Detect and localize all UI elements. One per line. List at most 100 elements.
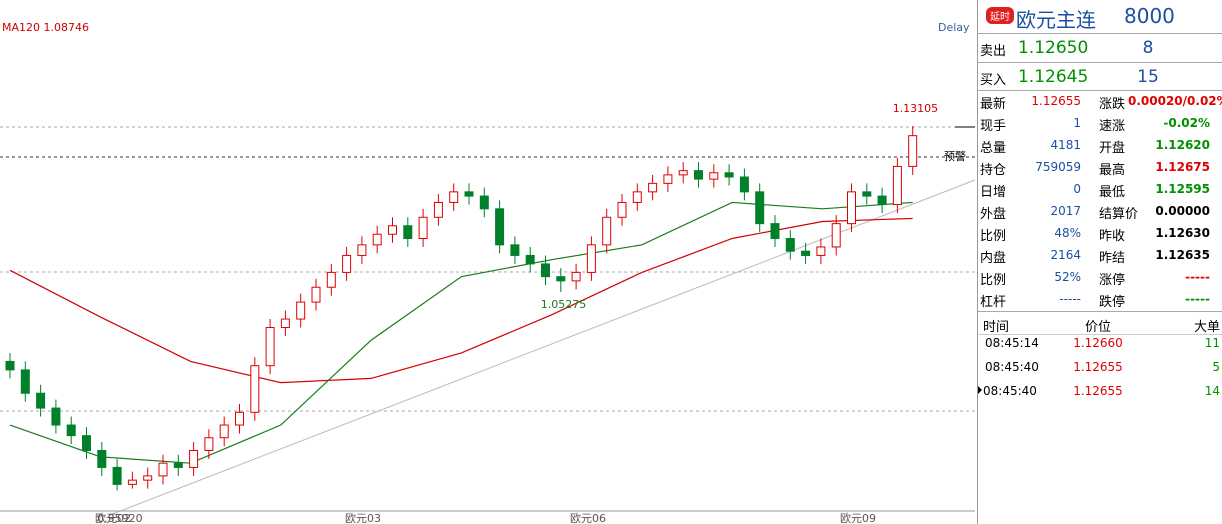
stat-value: 0.00020/0.02% (1128, 94, 1222, 108)
book-label: 卖出 (980, 44, 1007, 59)
stat-value: 2017 (1050, 204, 1081, 218)
candle-body (586, 244, 596, 273)
candle-body (97, 449, 107, 468)
trade-time: 08:45:14 (985, 336, 1039, 350)
ma-title: MA120 1.08746 (2, 21, 89, 34)
ma-line (9, 217, 913, 384)
stat-value: 1.12595 (1155, 182, 1210, 196)
separator (978, 90, 1222, 91)
candle-body (770, 223, 780, 239)
candle-body (326, 271, 336, 288)
candle-body (541, 263, 550, 278)
candle-body (342, 254, 352, 273)
candle-body (816, 246, 826, 256)
candle-body (127, 479, 137, 485)
candle-body (709, 172, 719, 180)
stat-value: -0.02% (1163, 116, 1210, 130)
trade-price: 1.12655 (1073, 384, 1123, 398)
trend-line (109, 179, 976, 516)
stat-value: 1.12635 (1155, 248, 1210, 262)
ma-line (9, 201, 913, 464)
candle-body (66, 424, 76, 437)
stat-value: 2164 (1050, 248, 1081, 262)
trade-price: 1.12660 (1073, 336, 1123, 350)
code: 8000 (1124, 4, 1175, 28)
alarm: 预警 (944, 149, 966, 163)
high-label: 1.13105 (893, 102, 939, 115)
stat-label: 最高 (1099, 163, 1126, 178)
low-label: 0.95920 (97, 512, 143, 524)
candle-body (862, 191, 872, 197)
candle-body (20, 369, 30, 394)
candle-body (82, 435, 91, 451)
stat-label: 涨跌 (1099, 97, 1126, 112)
stat-label: 总量 (980, 141, 1007, 156)
candle-body (403, 225, 413, 239)
candle-body (495, 208, 505, 246)
stat-value: 0 (1073, 182, 1081, 196)
candle-body (678, 170, 688, 176)
trade-qty: 5 (1212, 360, 1220, 374)
candle-body (617, 201, 627, 218)
stat-value: 0.00000 (1155, 204, 1210, 218)
separator (978, 311, 1222, 312)
candle-body (280, 318, 290, 329)
stat-value: 1.12675 (1155, 160, 1210, 174)
candle-body (449, 191, 459, 203)
stat-value: 1.12630 (1155, 226, 1210, 240)
candle-body (525, 254, 535, 265)
book-qty: 15 (1137, 67, 1159, 87)
trades-header: 价位 (1084, 320, 1111, 335)
stat-label: 日增 (980, 185, 1007, 200)
candle-body (143, 475, 153, 481)
trade-time: 08:45:40 (983, 384, 1037, 398)
book-price: 1.12650 (1018, 38, 1089, 58)
delay: Delay (938, 21, 970, 34)
stat-value: 1.12620 (1155, 138, 1210, 152)
stat-value: 759059 (1035, 160, 1081, 174)
separator (978, 334, 1222, 335)
candle-body (51, 407, 61, 426)
row-marker (978, 386, 982, 394)
candle-body (510, 244, 520, 256)
stat-label: 最新 (980, 97, 1007, 112)
candle-body (357, 244, 367, 256)
candle-body (372, 233, 382, 246)
candle-body (556, 276, 566, 282)
stat-value: 52% (1054, 270, 1081, 284)
badge: 延时 (986, 7, 1014, 24)
candle-body (189, 449, 199, 468)
book-qty: 8 (1142, 38, 1154, 58)
candle-body (112, 466, 122, 485)
candle-body (433, 201, 443, 218)
stat-value: 1 (1073, 116, 1081, 130)
candle-body (724, 172, 734, 178)
stat-label: 跌停 (1099, 295, 1126, 310)
candle-body (801, 250, 811, 256)
stat-value: ----- (1059, 292, 1081, 306)
candle-body (219, 424, 229, 439)
stat-label: 杠杆 (980, 295, 1007, 310)
trades-header: 大单 (1193, 320, 1220, 335)
stat-label: 比例 (980, 229, 1007, 244)
candle-body (785, 237, 795, 252)
trades-header: 时间 (983, 320, 1010, 335)
candle-body (632, 191, 642, 203)
candle-body (663, 174, 673, 184)
candle-body (250, 365, 260, 413)
stat-label: 持仓 (980, 163, 1007, 178)
candle-body (877, 195, 887, 206)
separator (978, 33, 1222, 34)
x-tick-label: 欧元03 (345, 512, 381, 524)
trade-qty: 11 (1204, 336, 1220, 350)
candle-body (173, 462, 183, 468)
candle-body (602, 216, 612, 246)
candle-body (36, 392, 46, 409)
candle-body (892, 165, 902, 206)
stat-label: 昨收 (1099, 229, 1126, 244)
stat-label: 开盘 (1099, 141, 1126, 156)
stat-value: 1.12655 (1031, 94, 1081, 108)
x-tick-label: 欧元06 (570, 512, 606, 524)
stat-label: 结算价 (1099, 207, 1139, 222)
